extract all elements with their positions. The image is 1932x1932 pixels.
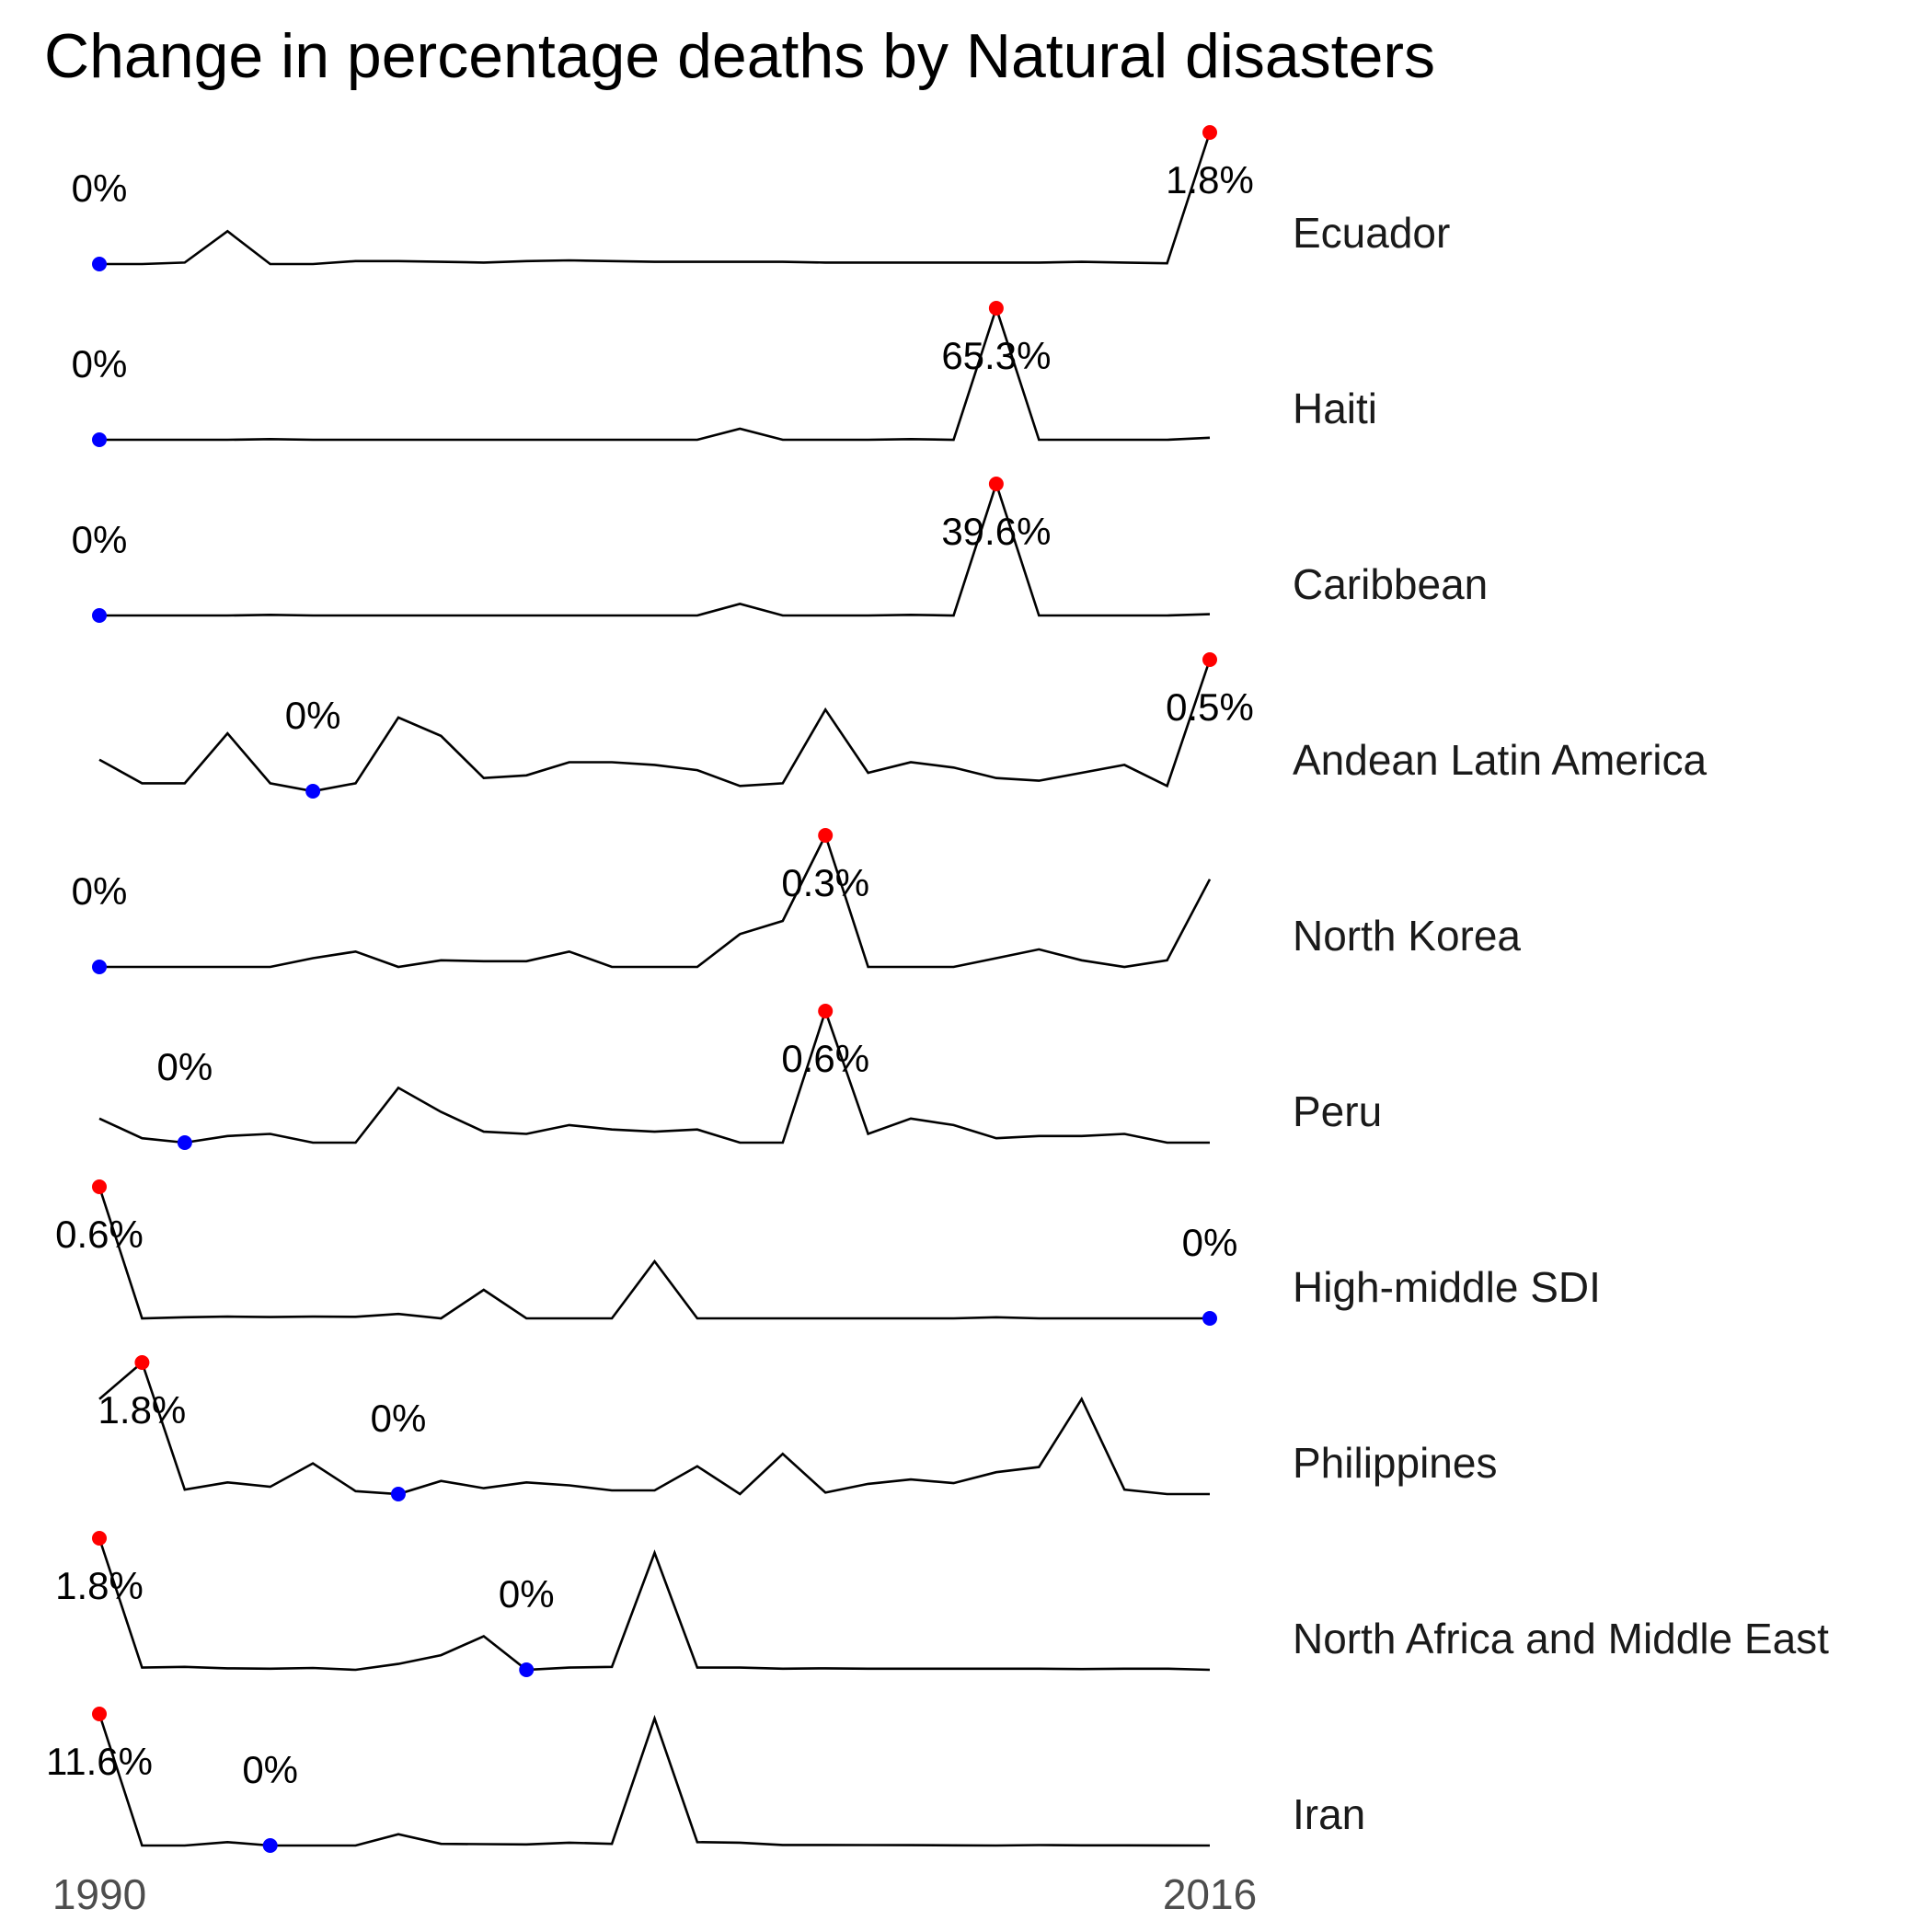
max-label-iran: 11.6% bbox=[46, 1740, 153, 1783]
min-label-north-korea: 0% bbox=[72, 869, 128, 913]
chart-title: Change in percentage deaths by Natural d… bbox=[44, 21, 1436, 91]
sparkline-north-korea bbox=[99, 832, 1212, 969]
max-point-caribbean bbox=[988, 477, 1004, 491]
panel-ecuador: 0% 1.8% Ecuador bbox=[72, 125, 1450, 271]
min-point-caribbean bbox=[92, 608, 107, 623]
region-label-peru: Peru bbox=[1293, 1087, 1382, 1135]
max-point-andean-latin-america bbox=[1202, 652, 1217, 667]
min-label-high-middle-sdi: 0% bbox=[1182, 1221, 1238, 1264]
region-label-caribbean: Caribbean bbox=[1293, 560, 1488, 608]
min-point-iran bbox=[262, 1838, 278, 1853]
panel-north-africa-and-middle-east: 0% 1.8% North Africa and Middle East bbox=[55, 1531, 1829, 1677]
min-label-ecuador: 0% bbox=[72, 167, 128, 210]
region-label-north-korea: North Korea bbox=[1293, 912, 1521, 960]
sparkline-panels: 0% 1.8% Ecuador 0% 65.3% Haiti 0% 39.6% Caribbea… bbox=[46, 125, 1829, 1853]
sparkline-high-middle-sdi bbox=[98, 1186, 1210, 1320]
x-tick-label-2016: 2016 bbox=[1163, 1870, 1257, 1918]
min-label-philippines: 0% bbox=[371, 1397, 427, 1440]
panel-high-middle-sdi: 0% 0.6% High-middle SDI bbox=[55, 1179, 1601, 1326]
min-point-north-africa-and-middle-east bbox=[519, 1662, 535, 1677]
min-point-high-middle-sdi bbox=[1202, 1311, 1217, 1326]
panel-north-korea: 0% 0.3% North Korea bbox=[72, 828, 1521, 974]
max-label-ecuador: 1.8% bbox=[1166, 158, 1254, 201]
min-point-andean-latin-america bbox=[305, 784, 321, 799]
max-label-andean-latin-america: 0.5% bbox=[1166, 685, 1254, 729]
max-label-north-africa-and-middle-east: 1.8% bbox=[55, 1564, 144, 1607]
min-label-andean-latin-america: 0% bbox=[285, 694, 341, 737]
max-label-philippines: 1.8% bbox=[98, 1388, 187, 1432]
max-point-high-middle-sdi bbox=[92, 1179, 107, 1194]
sparkline-caribbean bbox=[99, 479, 1211, 617]
sparkline-iran bbox=[98, 1713, 1211, 1847]
max-point-philippines bbox=[134, 1355, 150, 1370]
max-label-high-middle-sdi: 0.6% bbox=[55, 1213, 144, 1256]
panel-peru: 0% 0.6% Peru bbox=[98, 1004, 1382, 1150]
sparkline-philippines bbox=[98, 1360, 1210, 1496]
min-point-north-korea bbox=[92, 960, 107, 974]
min-point-haiti bbox=[92, 432, 107, 447]
region-label-high-middle-sdi: High-middle SDI bbox=[1293, 1263, 1601, 1311]
min-label-iran: 0% bbox=[242, 1748, 298, 1791]
panel-haiti: 0% 65.3% Haiti bbox=[72, 301, 1377, 447]
sparkline-ecuador bbox=[99, 132, 1212, 266]
min-label-caribbean: 0% bbox=[72, 518, 128, 561]
min-point-ecuador bbox=[92, 257, 107, 271]
max-point-peru bbox=[818, 1004, 834, 1018]
region-label-iran: Iran bbox=[1293, 1790, 1365, 1838]
sparkline-andean-latin-america bbox=[98, 659, 1212, 793]
sparkline-north-africa-and-middle-east bbox=[98, 1537, 1211, 1672]
region-label-philippines: Philippines bbox=[1293, 1439, 1497, 1487]
region-label-andean-latin-america: Andean Latin America bbox=[1293, 736, 1707, 784]
max-point-haiti bbox=[988, 301, 1004, 316]
panel-iran: 0% 11.6% Iran bbox=[46, 1707, 1365, 1853]
max-label-peru: 0.6% bbox=[781, 1037, 869, 1080]
max-point-north-korea bbox=[818, 828, 834, 843]
panel-andean-latin-america: 0% 0.5% Andean Latin America bbox=[98, 652, 1707, 799]
max-label-haiti: 65.3% bbox=[941, 334, 1051, 377]
max-point-north-africa-and-middle-east bbox=[92, 1531, 107, 1546]
panel-caribbean: 0% 39.6% Caribbean bbox=[72, 477, 1488, 623]
min-point-philippines bbox=[390, 1487, 406, 1501]
region-label-ecuador: Ecuador bbox=[1293, 209, 1450, 257]
max-label-north-korea: 0.3% bbox=[781, 861, 869, 904]
max-label-caribbean: 39.6% bbox=[941, 510, 1051, 553]
x-axis: 1990 2016 bbox=[52, 1870, 1257, 1918]
panel-philippines: 0% 1.8% Philippines bbox=[98, 1355, 1497, 1501]
sparkline-peru bbox=[98, 1006, 1210, 1144]
min-label-peru: 0% bbox=[156, 1045, 213, 1088]
min-label-haiti: 0% bbox=[72, 342, 128, 385]
max-point-ecuador bbox=[1202, 125, 1217, 140]
x-tick-label-1990: 1990 bbox=[52, 1870, 146, 1918]
region-label-haiti: Haiti bbox=[1293, 385, 1377, 432]
min-label-north-africa-and-middle-east: 0% bbox=[499, 1572, 555, 1616]
min-point-peru bbox=[177, 1135, 192, 1150]
max-point-iran bbox=[92, 1707, 107, 1721]
sparkline-haiti bbox=[99, 304, 1211, 442]
region-label-north-africa-and-middle-east: North Africa and Middle East bbox=[1293, 1615, 1829, 1662]
